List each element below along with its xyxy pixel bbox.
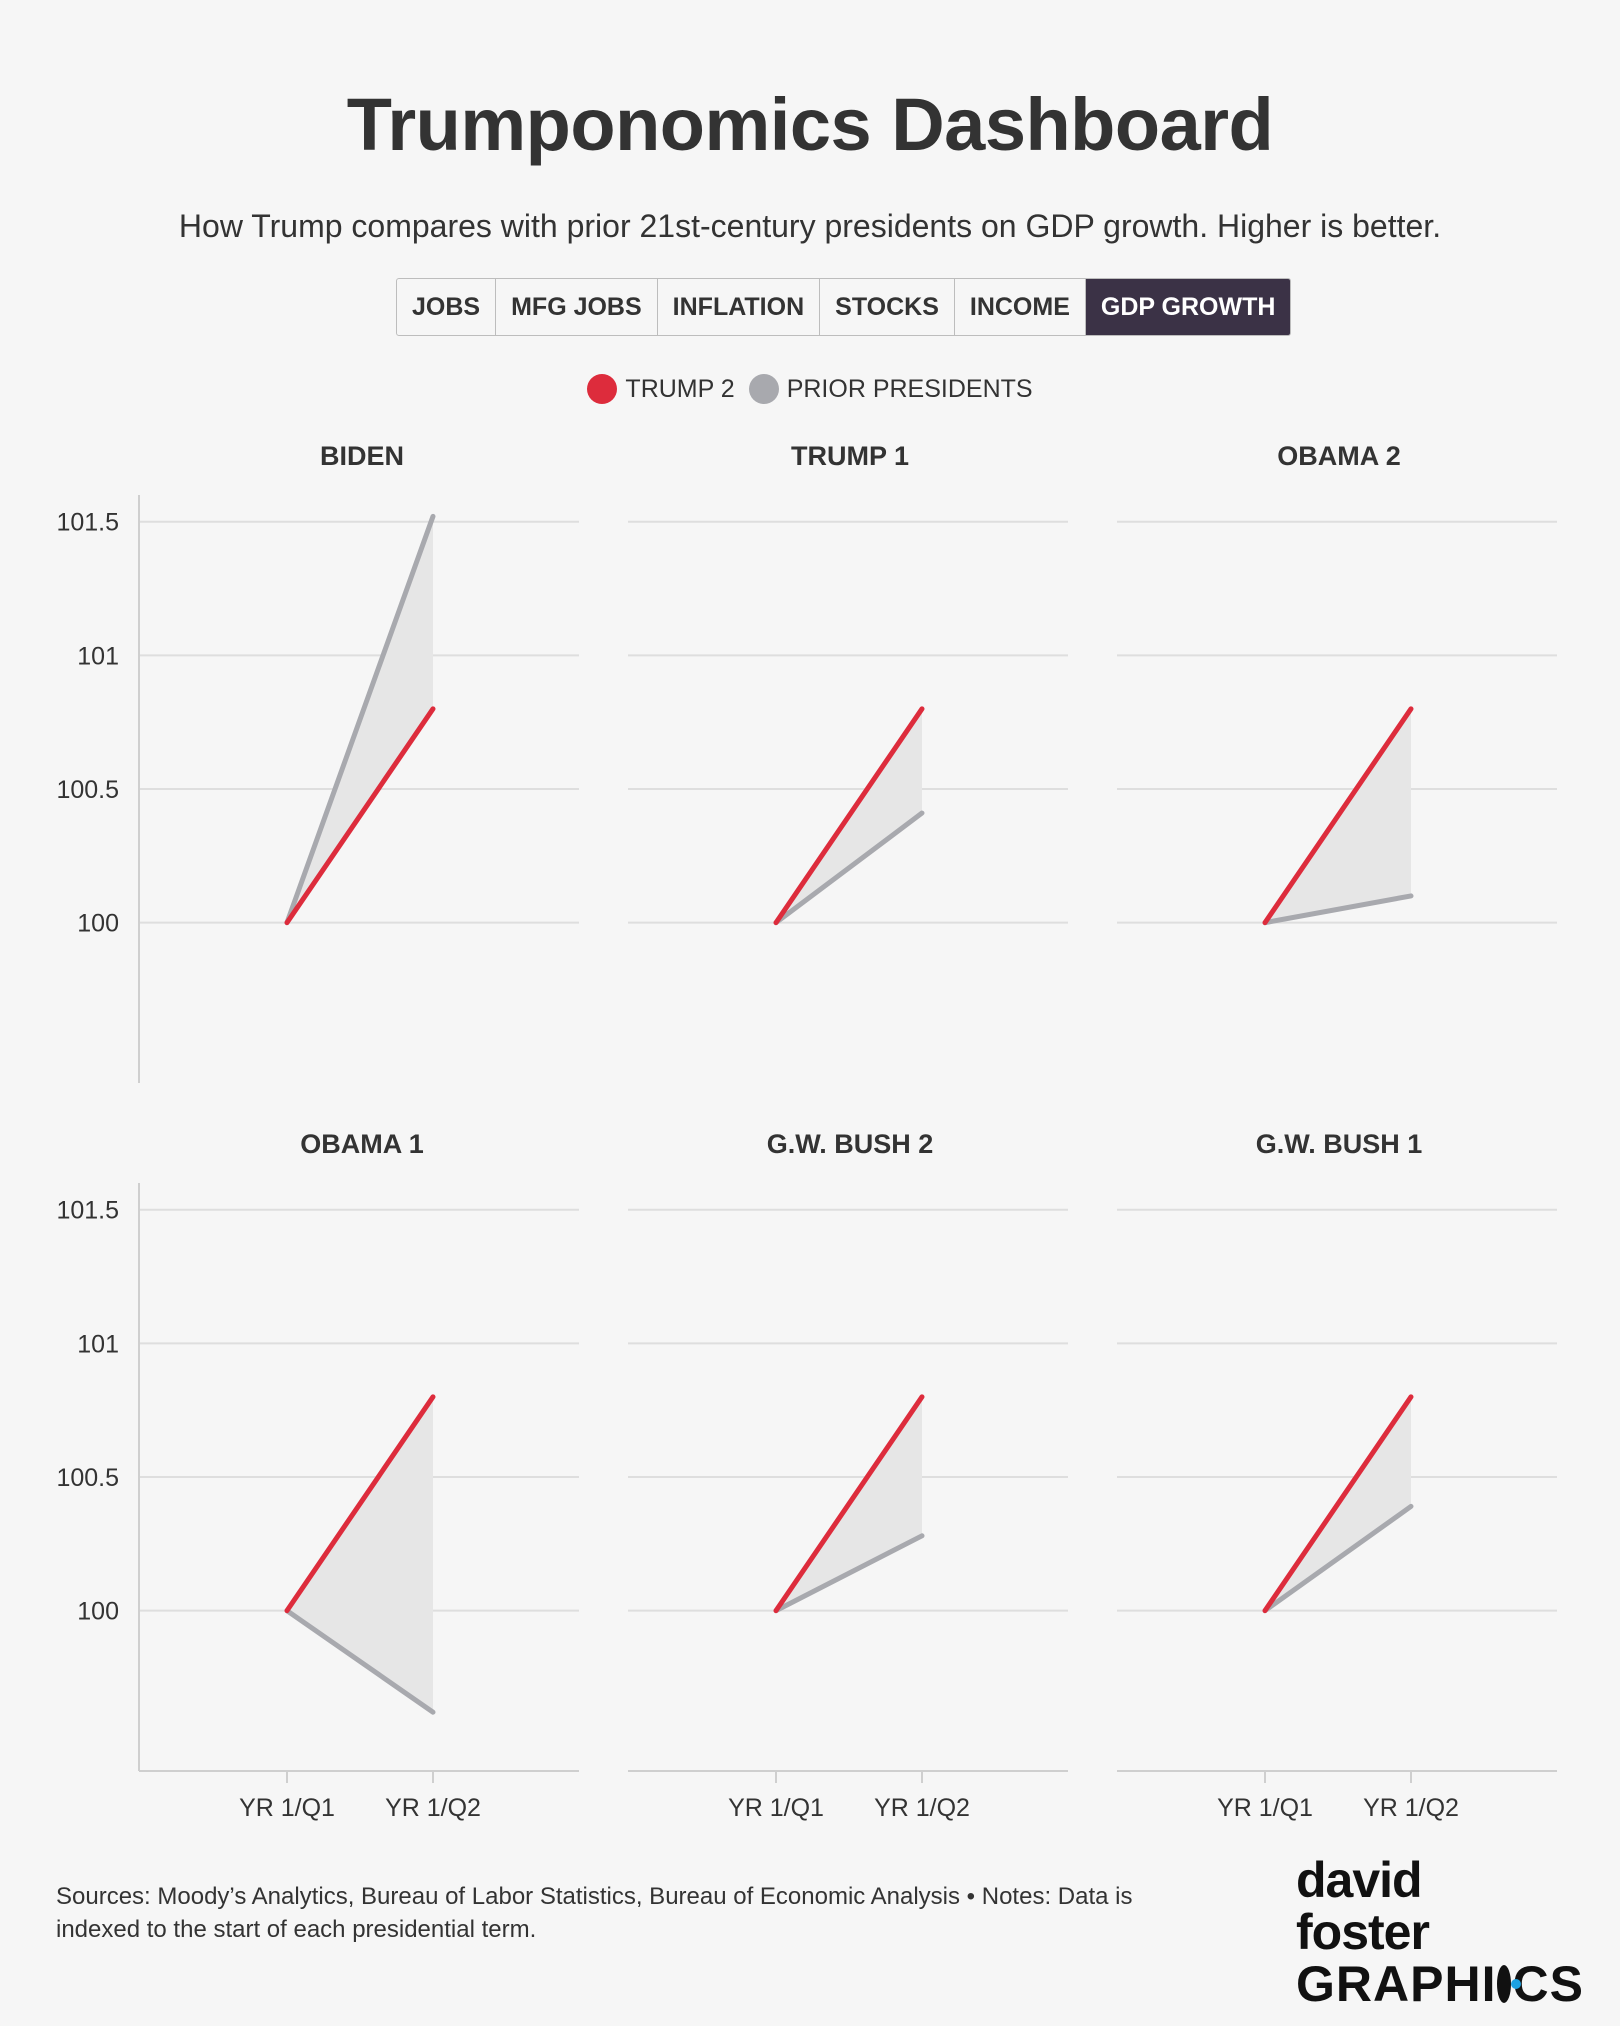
panel-title-gw-bush-2: G.W. BUSH 2 bbox=[766, 1129, 934, 1159]
prior-line-trump-1 bbox=[773, 810, 925, 926]
panel-title-trump-1: TRUMP 1 bbox=[790, 441, 910, 471]
prior-line-obama-2 bbox=[1262, 893, 1414, 926]
logo-text-bottom: GRAPHI CS bbox=[1296, 1956, 1583, 2012]
y-tick-label-biden-3: 101.5 bbox=[56, 509, 119, 537]
y-tick-label-biden-0: 100 bbox=[77, 910, 119, 938]
x-tick-label-obama-1-1: YR 1/Q2 bbox=[385, 1794, 481, 1822]
trump-line-g-w-bush-2 bbox=[773, 1394, 925, 1614]
panel-title-obama-1: OBAMA 1 bbox=[300, 1129, 424, 1159]
page-title: Trumponomics Dashboard bbox=[346, 83, 1274, 166]
legend-swatch-trump bbox=[587, 374, 618, 404]
legend-item-prior: PRIOR PRESIDENTS bbox=[748, 374, 1033, 404]
y-tick-label-biden-2: 101 bbox=[77, 642, 119, 670]
logo-text-top: david foster bbox=[1296, 1852, 1430, 1960]
tab-gdp-growth[interactable]: GDP GROWTH bbox=[1085, 279, 1291, 335]
y-tick-label-obama-1-3: 101.5 bbox=[56, 1197, 119, 1225]
tab-inflation[interactable]: INFLATION bbox=[658, 279, 821, 335]
trump-line-obama-1 bbox=[284, 1394, 436, 1614]
panel-title-biden: BIDEN bbox=[319, 441, 404, 471]
x-tick-label-obama-1-0: YR 1/Q1 bbox=[239, 1794, 335, 1822]
legend-item-trump: TRUMP 2 bbox=[587, 374, 735, 404]
y-tick-label-obama-1-1: 100.5 bbox=[56, 1464, 119, 1492]
small-multiples-chart: 100 100.5 101 101.5 100 100.5 101 101.5 YR 1/Q1 Y… bbox=[56, 495, 1557, 1822]
tab-mfg-jobs[interactable]: MFG JOBS bbox=[496, 279, 658, 335]
prior-line-g-w-bush-2 bbox=[773, 1533, 925, 1614]
x-tick-label-g-w-bush-1-0: YR 1/Q1 bbox=[1217, 1794, 1313, 1822]
prior-line-biden bbox=[284, 513, 436, 926]
x-tick-label-g-w-bush-2-0: YR 1/Q1 bbox=[728, 1794, 824, 1822]
prior-line-g-w-bush-1 bbox=[1262, 1503, 1414, 1614]
trump-line-obama-2 bbox=[1262, 706, 1414, 926]
legend-label-prior: PRIOR PRESIDENTS bbox=[786, 374, 1033, 403]
trump-line-trump-1 bbox=[773, 706, 925, 926]
prior-line-obama-1 bbox=[284, 1608, 436, 1715]
metric-tabs: JOBS MFG JOBS INFLATION STOCKS INCOME GD… bbox=[396, 278, 1292, 336]
x-tick-label-g-w-bush-1-1: YR 1/Q2 bbox=[1363, 1794, 1459, 1822]
logo-o-icon bbox=[1497, 1965, 1522, 2003]
logo-text-bottom-a: GRAPHI bbox=[1296, 1956, 1497, 2012]
tab-income[interactable]: INCOME bbox=[955, 279, 1086, 335]
logo-text-bottom-b: CS bbox=[1512, 1956, 1584, 2012]
brand-logo: david foster GRAPHI CS bbox=[1296, 1852, 1583, 2012]
trump-line-biden bbox=[284, 706, 436, 926]
panel-title-obama-2: OBAMA 2 bbox=[1277, 441, 1401, 471]
panel-title-gw-bush-1: G.W. BUSH 1 bbox=[1255, 1129, 1423, 1159]
source-note: Sources: Moody’s Analytics, Bureau of La… bbox=[56, 1883, 1133, 1943]
chart-legend: TRUMP 2 PRIOR PRESIDENTS bbox=[0, 374, 1620, 404]
legend-label-trump: TRUMP 2 bbox=[625, 374, 735, 403]
legend-swatch-prior bbox=[748, 374, 779, 404]
tab-stocks[interactable]: STOCKS bbox=[820, 279, 955, 335]
y-tick-label-obama-1-0: 100 bbox=[77, 1598, 119, 1626]
page-subtitle: How Trump compares with prior 21st-centu… bbox=[178, 208, 1442, 244]
trump-line-g-w-bush-1 bbox=[1262, 1394, 1414, 1614]
gap-area-obama-1 bbox=[287, 1396, 433, 1713]
y-tick-label-obama-1-2: 101 bbox=[77, 1330, 119, 1358]
x-tick-label-g-w-bush-2-1: YR 1/Q2 bbox=[874, 1794, 970, 1822]
tab-jobs[interactable]: JOBS bbox=[397, 279, 497, 335]
y-tick-label-biden-1: 100.5 bbox=[56, 776, 119, 804]
